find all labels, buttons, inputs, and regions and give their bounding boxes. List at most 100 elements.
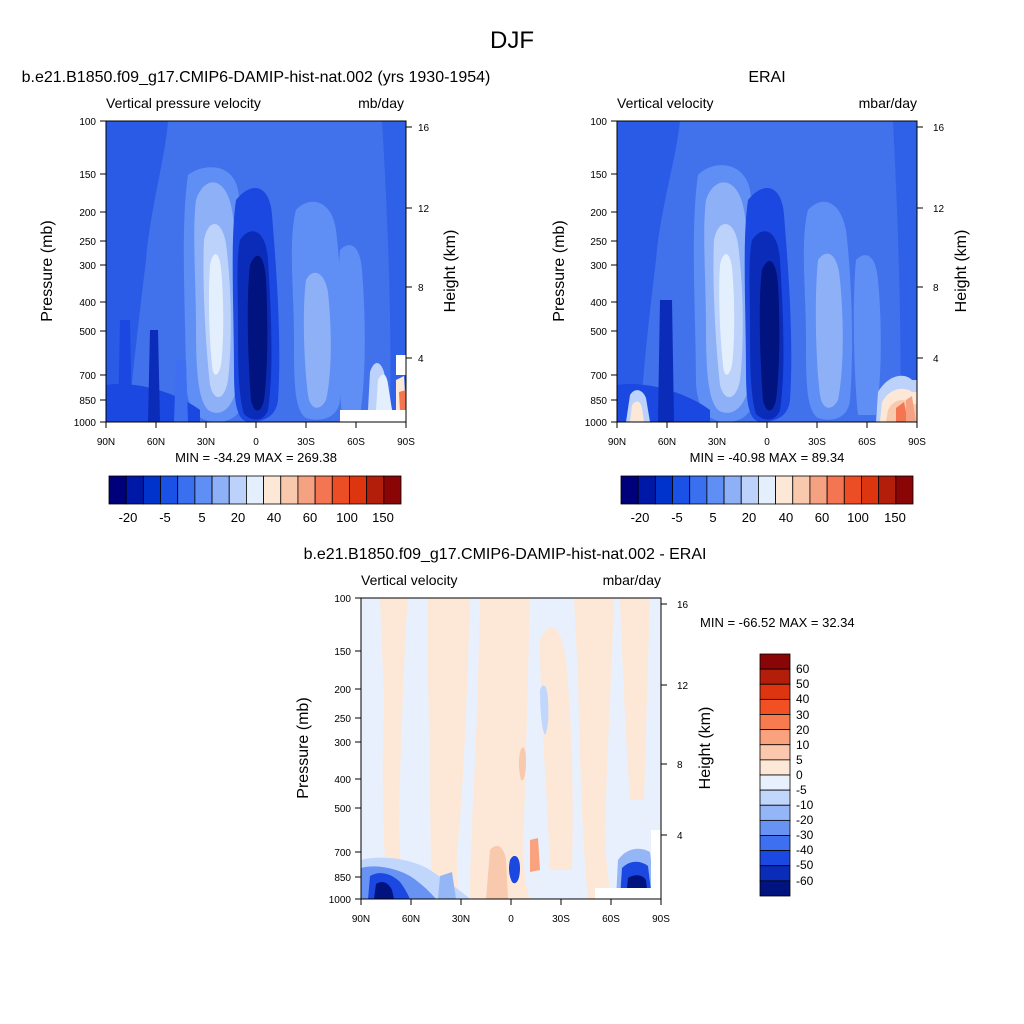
colorbar-cell [759, 835, 791, 852]
diff-colorbar-label: 40 [796, 692, 810, 706]
obs-ytick: 200 [590, 208, 607, 219]
colorbar-cell [809, 475, 828, 505]
model-ytick: 500 [79, 327, 96, 338]
colorbar-cell [142, 475, 161, 505]
diff-height-tick: 8 [677, 760, 683, 771]
panel-obs-variable: Vertical velocity [617, 95, 713, 111]
model-colorbar-label: -20 [119, 510, 138, 525]
obs-xtick: 60S [858, 437, 876, 448]
diff-height-label: Height (km) [697, 707, 714, 790]
model-height-axis: 16 12 8 4 [406, 123, 430, 365]
obs-colorbar-label: 60 [815, 510, 829, 525]
diff-colorbar-label: 0 [796, 768, 803, 782]
model-ytick: 300 [79, 261, 96, 272]
colorbar-cell [366, 475, 385, 505]
diff-colorbar-label: -40 [796, 843, 814, 857]
diff-xtick: 60S [602, 914, 620, 925]
colorbar-cell [125, 475, 144, 505]
diff-ytick: 400 [334, 775, 351, 786]
diff-x-axis: 90N 60N 30N 0 30S 60S 90S [352, 899, 670, 925]
colorbar-cell [861, 475, 880, 505]
model-height-label: Height (km) [442, 230, 459, 313]
model-y-axis: 100 150 200 250 300 400 500 700 850 1000 [74, 117, 106, 429]
diff-colorbar-label: 10 [796, 738, 810, 752]
colorbar-cell [383, 475, 402, 505]
colorbar-cell [775, 475, 794, 505]
obs-y-axis: 100 150 200 250 300 400 500 700 850 1000 [585, 117, 617, 429]
obs-colorbar-label: 5 [709, 510, 716, 525]
colorbar-cell [759, 683, 791, 700]
obs-colorbar-label: 40 [779, 510, 793, 525]
model-xtick: 60S [347, 437, 365, 448]
colorbar-cell [759, 698, 791, 715]
colorbar-cell [878, 475, 897, 505]
obs-colorbar-label: 100 [847, 510, 869, 525]
obs-ytick: 150 [590, 170, 607, 181]
panel-diff-units: mbar/day [603, 572, 661, 588]
diff-colorbar-label: -20 [796, 813, 814, 827]
model-colorbar-label: -5 [159, 510, 171, 525]
colorbar-cell [826, 475, 845, 505]
colorbar-cell [759, 819, 791, 836]
obs-height-tick: 16 [933, 123, 945, 134]
colorbar-cell [759, 714, 791, 731]
colorbar-cell [895, 475, 914, 505]
diff-colorbar-label: 20 [796, 723, 810, 737]
diff-ylabel: Pressure (mb) [295, 697, 312, 798]
panel-obs: ERAI Vertical velocity mbar/day [551, 69, 970, 525]
colorbar-cell [654, 475, 673, 505]
diff-ytick: 700 [334, 848, 351, 859]
obs-height-tick: 12 [933, 204, 945, 215]
model-colorbar-label: 150 [372, 510, 394, 525]
diff-xtick: 60N [402, 914, 420, 925]
diff-colorbar-label: -5 [796, 783, 807, 797]
model-ytick: 1000 [74, 418, 97, 429]
model-height-tick: 16 [418, 123, 430, 134]
diff-ytick: 1000 [329, 895, 352, 906]
diff-xtick: 90N [352, 914, 370, 925]
obs-ytick: 500 [590, 327, 607, 338]
panel-model: b.e21.B1850.f09_g17.CMIP6-DAMIP-hist-nat… [22, 69, 491, 525]
obs-xtick: 90S [908, 437, 926, 448]
obs-ytick: 850 [590, 396, 607, 407]
diff-ytick: 100 [334, 594, 351, 605]
obs-x-axis: 90N 60N 30N 0 30S 60S 90S [608, 422, 926, 448]
model-xtick: 60N [147, 437, 165, 448]
obs-colorbar-label: -5 [671, 510, 683, 525]
obs-xtick: 60N [658, 437, 676, 448]
panel-diff-variable: Vertical velocity [361, 572, 457, 588]
model-colorbar-label: 100 [336, 510, 358, 525]
diff-height-axis: 16 12 8 4 [661, 600, 689, 842]
obs-colorbar-label: -20 [631, 510, 650, 525]
diff-ytick: 200 [334, 685, 351, 696]
diff-height-tick: 4 [677, 831, 683, 842]
diff-xtick: 30N [452, 914, 470, 925]
colorbar-cell [759, 653, 791, 670]
colorbar-cell [672, 475, 691, 505]
colorbar-cell [759, 880, 791, 897]
colorbar-cell [637, 475, 656, 505]
obs-xtick: 90N [608, 437, 626, 448]
model-xtick: 90S [397, 437, 415, 448]
diff-colorbar-label: -50 [796, 858, 814, 872]
diff-colorbar-label: -10 [796, 798, 814, 812]
colorbar-cell [280, 475, 299, 505]
model-ytick: 200 [79, 208, 96, 219]
model-xtick: 30N [197, 437, 215, 448]
diff-ytick: 850 [334, 873, 351, 884]
colorbar-cell [843, 475, 862, 505]
model-ytick: 700 [79, 371, 96, 382]
colorbar-cell [160, 475, 179, 505]
colorbar-cell [759, 668, 791, 685]
diff-colorbar-label: 5 [796, 753, 803, 767]
colorbar-cell [297, 475, 316, 505]
colorbar-cell [758, 475, 776, 505]
obs-colorbar-label: 150 [884, 510, 906, 525]
colorbar-cell [759, 744, 791, 761]
colorbar-cell [331, 475, 350, 505]
diff-xtick: 0 [508, 914, 514, 925]
colorbar-cell [759, 759, 791, 776]
model-x-axis: 90N 60N 30N 0 30S 60S 90S [97, 422, 415, 448]
obs-ytick: 100 [590, 117, 607, 128]
